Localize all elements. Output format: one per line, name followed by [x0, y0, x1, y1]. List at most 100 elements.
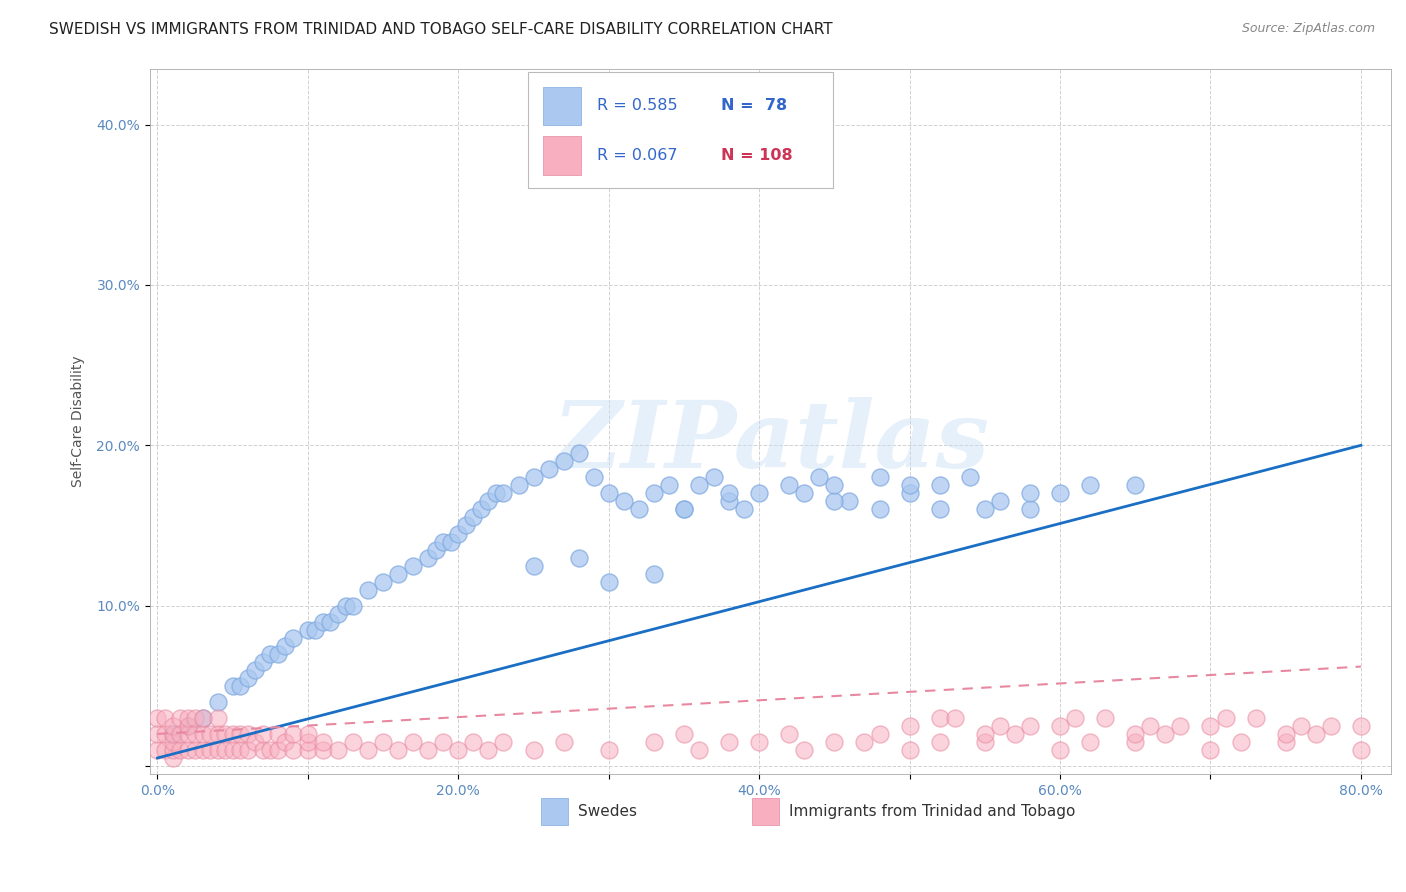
Point: [973, 735, 995, 749]
Point: [1215, 711, 1237, 725]
Point: [1123, 478, 1146, 492]
Point: [898, 743, 921, 757]
Point: [169, 711, 191, 725]
Point: [582, 470, 605, 484]
Point: [1154, 727, 1177, 741]
Point: [304, 623, 326, 637]
Point: [281, 727, 304, 741]
Point: [643, 735, 665, 749]
Point: [672, 502, 695, 516]
Point: [252, 655, 274, 669]
Point: [357, 582, 380, 597]
Text: Swedes: Swedes: [578, 804, 637, 819]
Point: [221, 727, 243, 741]
Point: [853, 735, 876, 749]
Point: [281, 631, 304, 645]
Point: [418, 743, 440, 757]
Point: [176, 719, 198, 733]
Point: [207, 695, 229, 709]
Point: [162, 727, 184, 741]
Text: R = 0.067: R = 0.067: [596, 148, 678, 163]
Point: [387, 566, 409, 581]
Point: [153, 743, 176, 757]
Point: [869, 727, 891, 741]
Point: [658, 478, 681, 492]
Point: [319, 615, 342, 629]
Point: [522, 558, 544, 573]
Y-axis label: Self-Care Disability: Self-Care Disability: [72, 355, 86, 487]
Bar: [752, 798, 779, 825]
Point: [1139, 719, 1161, 733]
Point: [1049, 743, 1071, 757]
Point: [1019, 486, 1042, 500]
Point: [198, 727, 221, 741]
Point: [477, 743, 499, 757]
Point: [718, 486, 741, 500]
Point: [191, 711, 214, 725]
Point: [297, 735, 319, 749]
Point: [733, 502, 755, 516]
Point: [402, 558, 425, 573]
Point: [793, 743, 815, 757]
Point: [1019, 502, 1042, 516]
Point: [1320, 719, 1343, 733]
Point: [326, 607, 349, 621]
Point: [221, 743, 243, 757]
Point: [259, 647, 281, 661]
Point: [477, 494, 499, 508]
Point: [236, 743, 259, 757]
Point: [176, 743, 198, 757]
Point: [688, 478, 710, 492]
Point: [553, 454, 575, 468]
Point: [259, 743, 281, 757]
Point: [297, 743, 319, 757]
Point: [312, 615, 335, 629]
Point: [146, 743, 169, 757]
Point: [463, 735, 485, 749]
Point: [267, 647, 290, 661]
Point: [153, 711, 176, 725]
Point: [1078, 478, 1101, 492]
Point: [688, 743, 710, 757]
Point: [1170, 719, 1192, 733]
Point: [245, 735, 267, 749]
Point: [402, 735, 425, 749]
Point: [718, 494, 741, 508]
Point: [1004, 727, 1026, 741]
Point: [823, 735, 845, 749]
Point: [454, 518, 477, 533]
Point: [198, 743, 221, 757]
Bar: [529, 72, 832, 188]
Point: [342, 735, 364, 749]
Point: [447, 526, 470, 541]
Point: [598, 486, 620, 500]
Point: [169, 743, 191, 757]
Point: [252, 727, 274, 741]
Point: [274, 735, 297, 749]
Point: [432, 735, 454, 749]
Point: [418, 550, 440, 565]
Point: [1244, 711, 1267, 725]
Point: [643, 566, 665, 581]
Point: [184, 743, 207, 757]
Point: [1049, 719, 1071, 733]
Point: [1123, 735, 1146, 749]
Point: [146, 711, 169, 725]
Point: [1078, 735, 1101, 749]
Point: [537, 462, 560, 476]
Point: [568, 550, 591, 565]
Bar: [543, 87, 581, 125]
Point: [1274, 735, 1296, 749]
Point: [1123, 727, 1146, 741]
Point: [568, 446, 591, 460]
Point: [1094, 711, 1116, 725]
Point: [312, 743, 335, 757]
Point: [176, 727, 198, 741]
Point: [838, 494, 860, 508]
Point: [1350, 743, 1372, 757]
Point: [267, 727, 290, 741]
Point: [221, 679, 243, 693]
Point: [748, 486, 770, 500]
Text: Source: ZipAtlas.com: Source: ZipAtlas.com: [1241, 22, 1375, 36]
Point: [229, 679, 252, 693]
